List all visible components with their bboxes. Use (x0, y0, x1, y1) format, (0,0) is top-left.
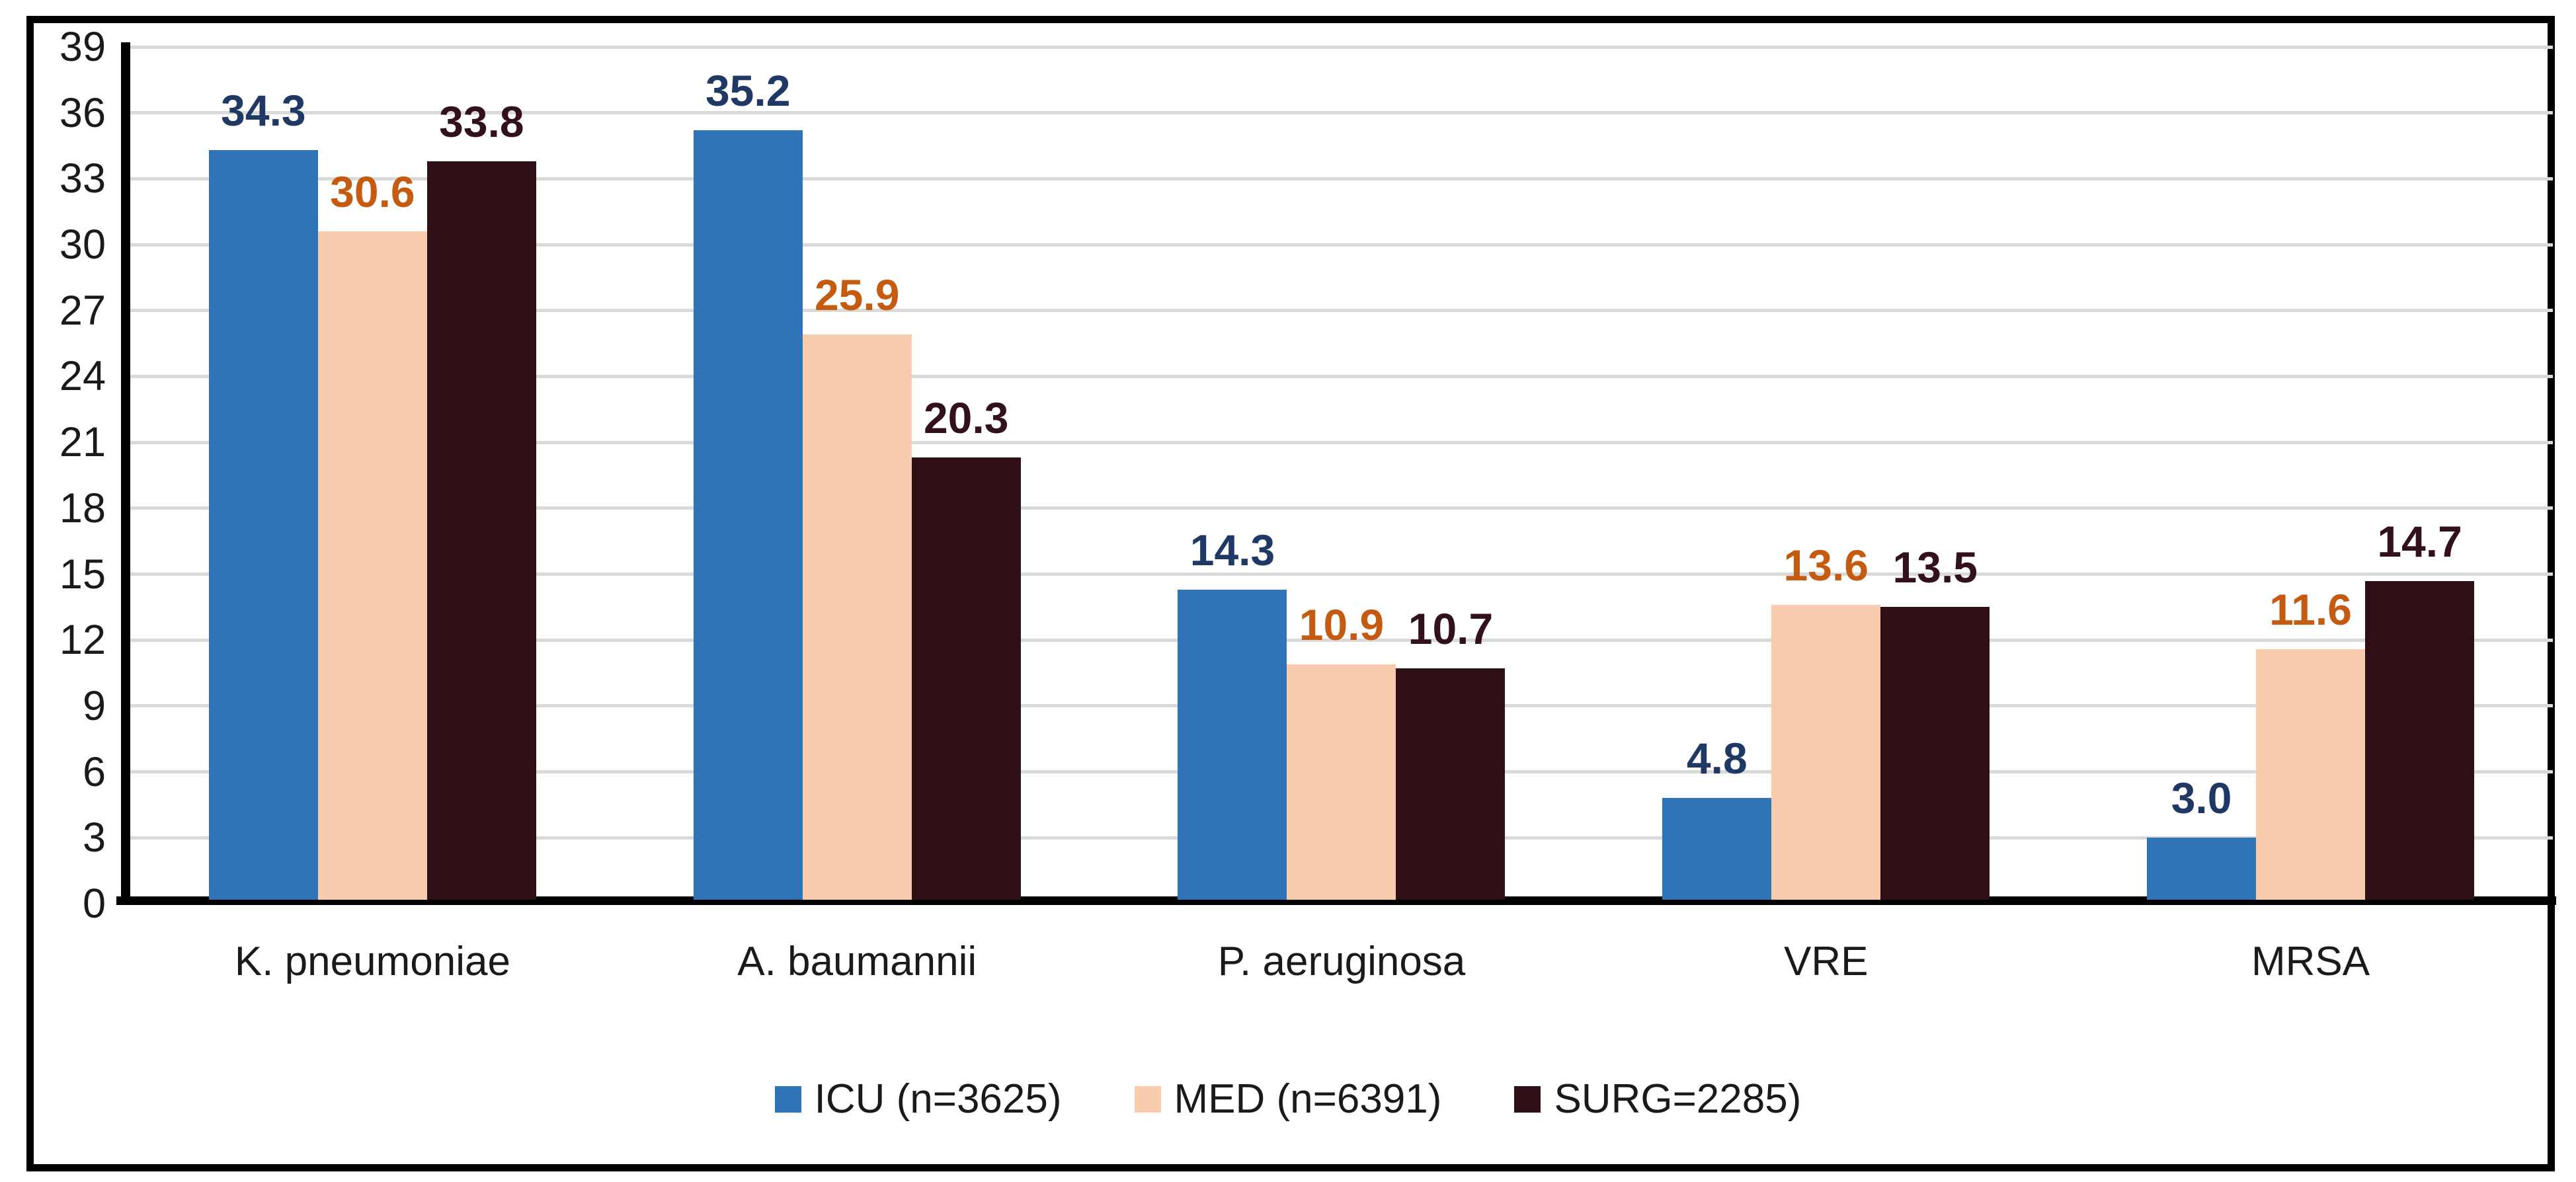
value-label-series2-cat3: 13.5 (1892, 543, 1978, 592)
gridline-18 (130, 506, 2553, 510)
y-tick-label-36: 36 (59, 90, 106, 136)
category-label-1: A. baumannii (737, 939, 977, 984)
legend-swatch-icon (774, 1086, 801, 1113)
bar-series1-cat0: 30.6 (317, 169, 427, 900)
bar-series0-cat0: 34.3 (208, 87, 318, 900)
bar-series0-cat2: 14.3 (1178, 527, 1287, 900)
value-label-series2-cat2: 10.7 (1408, 604, 1494, 653)
y-tick-label-21: 21 (59, 419, 106, 465)
y-tick-label-15: 15 (59, 551, 106, 598)
legend-item-1: MED (n=6391) (1134, 1074, 1442, 1124)
legend-swatch-icon (1134, 1086, 1161, 1113)
value-label-series1-cat0: 30.6 (330, 167, 415, 216)
category-label-4: MRSA (2251, 939, 2370, 984)
bar-series0-cat3: 4.8 (1662, 735, 1772, 900)
bar-group-1: 35.2 25.9 20.3 (615, 0, 1100, 900)
legend-label-1: MED (n=6391) (1174, 1076, 1442, 1122)
value-label-series2-cat0: 33.8 (439, 97, 524, 146)
plot-area: 34.3 30.6 33.8 35.2 25.9 20.3 14.3 10.9 10.7 4.8 1… (130, 0, 2553, 900)
value-label-series2-cat4: 14.7 (2377, 517, 2462, 566)
bar-group-2: 14.3 10.9 10.7 (1100, 0, 1584, 900)
bar-series0-cat1: 35.2 (693, 67, 803, 900)
bar-group-0: 34.3 30.6 33.8 (130, 0, 615, 900)
value-label-series0-cat2: 14.3 (1189, 526, 1275, 574)
bar-group-4: 3.0 11.6 14.7 (2068, 0, 2553, 900)
y-axis-line (121, 42, 130, 904)
gridline-21 (130, 441, 2553, 444)
gridline-33 (130, 177, 2553, 180)
bar-series1-cat1: 25.9 (802, 272, 912, 900)
legend: ICU (n=3625) MED (n=6391) SURG=2285) (0, 1074, 2576, 1124)
y-tick-label-9: 9 (82, 683, 106, 729)
y-tick-label-6: 6 (82, 749, 106, 795)
bar-series1-cat4: 11.6 (2256, 586, 2366, 900)
bar-series0-cat4: 3.0 (2147, 775, 2257, 900)
y-tick-label-27: 27 (59, 288, 106, 334)
bar-series2-cat2: 10.7 (1396, 606, 1506, 900)
category-label-3: VRE (1784, 939, 1869, 984)
legend-item-0: ICU (n=3625) (774, 1074, 1062, 1124)
y-tick-label-0: 0 (82, 881, 106, 927)
category-label-2: P. aeruginosa (1217, 939, 1466, 984)
bar-series2-cat3: 13.5 (1880, 544, 1990, 900)
y-tick-label-12: 12 (59, 617, 106, 663)
value-label-series0-cat1: 35.2 (705, 66, 791, 115)
x-axis-category-labels: K. pneumoniae A. baumannii P. aeruginosa VR… (130, 937, 2553, 986)
gridline-24 (130, 375, 2553, 378)
gridline-36 (130, 111, 2553, 114)
legend-swatch-icon (1514, 1086, 1541, 1113)
legend-label-2: SURG=2285) (1554, 1076, 1802, 1122)
gridline-12 (130, 639, 2553, 642)
legend-item-2: SURG=2285) (1514, 1074, 1801, 1124)
bar-group-3: 4.8 13.6 13.5 (1584, 0, 2068, 900)
value-label-series0-cat4: 3.0 (2171, 773, 2232, 822)
gridline-27 (130, 309, 2553, 312)
bar-series1-cat3: 13.6 (1771, 542, 1881, 900)
y-tick-label-39: 39 (59, 24, 106, 70)
value-label-series1-cat1: 25.9 (814, 270, 900, 319)
legend-label-0: ICU (n=3625) (814, 1076, 1062, 1122)
y-tick-label-18: 18 (59, 485, 106, 532)
value-label-series0-cat3: 4.8 (1686, 734, 1748, 783)
value-label-series1-cat3: 13.6 (1783, 541, 1869, 590)
bar-series2-cat1: 20.3 (911, 395, 1021, 900)
value-label-series1-cat4: 11.6 (2269, 585, 2352, 634)
bar-series2-cat0: 33.8 (426, 98, 536, 900)
gridline-39 (130, 46, 2553, 49)
category-label-0: K. pneumoniae (234, 939, 510, 984)
gridline-30 (130, 243, 2553, 247)
y-tick-label-30: 30 (59, 221, 106, 268)
gridline-15 (130, 572, 2553, 576)
y-tick-label-33: 33 (59, 155, 106, 202)
value-label-series1-cat2: 10.9 (1299, 600, 1385, 649)
value-label-series2-cat1: 20.3 (923, 393, 1009, 442)
bar-series1-cat2: 10.9 (1287, 602, 1396, 900)
value-label-series0-cat0: 34.3 (221, 86, 306, 135)
y-tick-label-3: 3 (82, 814, 106, 861)
y-tick-label-24: 24 (59, 353, 106, 399)
bar-series2-cat4: 14.7 (2365, 518, 2475, 900)
